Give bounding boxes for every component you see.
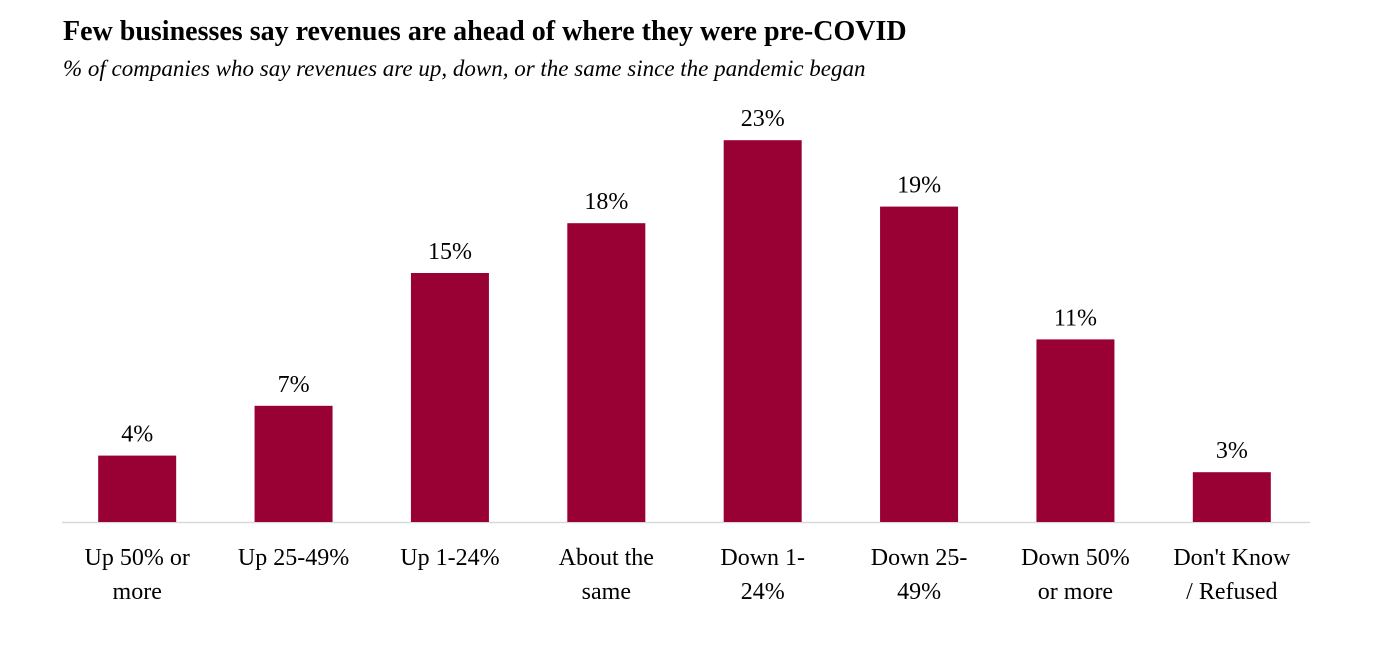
x-tick-label: About the same bbox=[558, 545, 654, 605]
x-tick-label: Up 25-49% bbox=[237, 545, 350, 571]
x-tick-label: Up 50% or more bbox=[84, 545, 190, 605]
bar bbox=[1192, 472, 1271, 522]
bar bbox=[98, 455, 177, 522]
bar bbox=[1036, 339, 1115, 522]
value-label: 7% bbox=[278, 372, 310, 398]
bar bbox=[254, 405, 333, 522]
value-label: 11% bbox=[1054, 305, 1097, 331]
value-label: 4% bbox=[121, 422, 153, 448]
bar bbox=[723, 140, 802, 522]
bar bbox=[410, 273, 489, 522]
value-label: 3% bbox=[1216, 438, 1248, 464]
value-label: 19% bbox=[897, 173, 941, 199]
chart-subtitle: % of companies who say revenues are up, … bbox=[63, 56, 866, 81]
value-label: 15% bbox=[428, 239, 472, 265]
x-tick-label: Up 1-24% bbox=[400, 545, 500, 571]
x-tick-label: Down 50% or more bbox=[1021, 545, 1130, 605]
chart-title: Few businesses say revenues are ahead of… bbox=[63, 16, 907, 47]
value-label: 23% bbox=[741, 106, 785, 132]
value-label: 18% bbox=[584, 189, 628, 215]
bar bbox=[880, 206, 959, 522]
bar bbox=[567, 223, 646, 522]
x-tick-label: Down 25-49% bbox=[870, 545, 968, 605]
x-tick-label: Down 1-24% bbox=[720, 545, 806, 605]
x-tick-label: Don't Know / Refused bbox=[1173, 545, 1291, 605]
